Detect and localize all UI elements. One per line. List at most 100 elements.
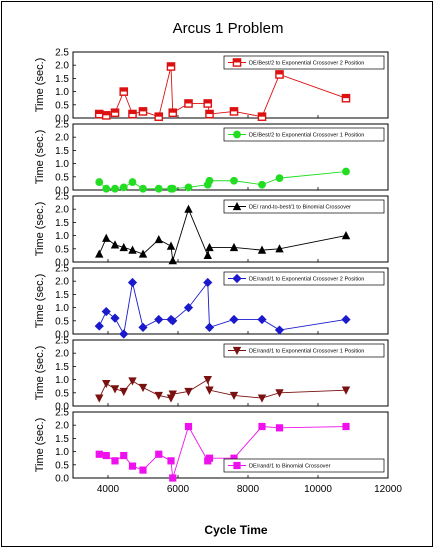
panel-1: 0.0 0.5 1.0 1.5 2.0 2.5 Time (sec.) DE/Best/2 t… [34, 48, 389, 125]
x-tick-label: 6000 [167, 484, 190, 495]
x-tick-label: 8000 [237, 484, 260, 495]
y-tick-label: 0.0 [55, 258, 69, 269]
legend-box [223, 343, 385, 358]
data-point-fill [120, 88, 128, 92]
y-tick-label: 0.5 [55, 244, 69, 255]
panel-2: 0.0 0.5 1.0 1.5 2.0 2.5 Time (sec.) DE/Best/2 t… [34, 120, 389, 197]
data-point [257, 314, 267, 325]
data-point [139, 184, 147, 193]
data-point [119, 387, 128, 397]
y-tick-label: 1.5 [55, 362, 69, 373]
y-tick-label: 1.0 [55, 159, 69, 170]
data-point [205, 242, 214, 252]
data-point [342, 167, 350, 176]
data-point [230, 454, 238, 462]
data-point [155, 450, 163, 458]
data-point-fill [169, 109, 177, 113]
y-tick-label: 2.0 [55, 205, 69, 216]
data-point [275, 174, 284, 183]
y-tick-label: 0.5 [55, 460, 69, 471]
data-point [139, 466, 147, 474]
y-tick-label: 2.5 [55, 48, 69, 59]
legend-marker-fill [233, 58, 241, 63]
y-tick-label: 2.5 [55, 192, 69, 203]
data-point [258, 422, 266, 431]
data-point [95, 178, 104, 186]
legend-box [223, 271, 385, 286]
data-point-fill [111, 109, 119, 113]
y-tick-label: 1.0 [55, 447, 69, 458]
data-point [110, 240, 120, 249]
data-point [341, 314, 351, 325]
series-line [98, 207, 347, 261]
data-point [128, 178, 137, 186]
legend-marker [232, 346, 242, 356]
data-point [110, 313, 120, 323]
data-point [94, 321, 104, 331]
x-tick-label: 12000 [374, 484, 402, 495]
data-point [119, 242, 128, 252]
y-axis-label: Time (sec.) [34, 202, 46, 257]
legend: DE/rand/1 to Binomial Crossover [223, 458, 385, 473]
legend-label: DE/Best/2 to Exponential Crossover 1 Pos… [249, 133, 364, 139]
y-axis-label: Time (sec.) [34, 58, 46, 113]
legend-marker [232, 273, 242, 284]
y-tick-label: 1.5 [55, 146, 69, 157]
data-point-fill [139, 107, 147, 112]
y-tick-label: 2.0 [55, 133, 69, 144]
data-point [102, 451, 110, 460]
y-tick-label: 1.5 [55, 218, 69, 229]
data-point [128, 462, 137, 470]
data-point [205, 454, 214, 462]
data-point [341, 231, 351, 240]
x-tick-label: 10000 [304, 484, 332, 495]
legend-box [223, 458, 385, 473]
panel-frame [72, 339, 389, 407]
legend-box [223, 199, 385, 214]
y-tick-label: 1.0 [55, 87, 69, 98]
data-point [183, 303, 194, 313]
data-point-fill [167, 62, 175, 67]
y-tick-label: 0.5 [55, 388, 69, 399]
y-axis-label: Time (sec.) [34, 346, 46, 401]
panel-frame [72, 51, 389, 119]
y-tick-label: 0.5 [55, 172, 69, 183]
data-point-fill [204, 99, 212, 104]
series-line [98, 281, 347, 336]
data-point [138, 249, 148, 258]
data-point [102, 184, 111, 193]
data-point [168, 184, 177, 193]
panel-frame [72, 411, 389, 479]
legend-label: DE/rand/1 to Exponential Crossover 2 Pos… [249, 277, 364, 283]
y-tick-label: 0.0 [55, 402, 69, 413]
y-tick-label: 0.5 [55, 100, 69, 111]
y-tick-label: 2.0 [55, 349, 69, 360]
legend: DE/ rand-to-best/1 to Binomial Crossover [223, 199, 385, 214]
y-tick-label: 2.5 [55, 408, 69, 419]
y-tick-label: 0.5 [55, 316, 69, 327]
y-tick-label: 2.5 [55, 264, 69, 275]
series-line [98, 171, 347, 190]
data-point-fill [155, 113, 163, 117]
data-point [274, 325, 285, 335]
data-point-fill [342, 94, 350, 99]
data-point [204, 322, 215, 332]
data-point-fill [230, 107, 238, 112]
data-point [95, 249, 104, 258]
data-point [101, 306, 111, 317]
data-point [128, 245, 137, 254]
data-point-fill [275, 70, 284, 75]
series-line [99, 425, 347, 479]
data-point [275, 424, 284, 432]
legend-label: DE/rand/1 to Binomial Crossover [249, 464, 331, 470]
data-point [184, 204, 193, 213]
data-point [166, 241, 176, 250]
data-point [275, 244, 284, 253]
data-point [102, 233, 111, 242]
data-point [205, 386, 214, 395]
y-axis-label: Time (sec.) [34, 418, 46, 473]
data-point-fill [95, 110, 103, 115]
series-line [98, 378, 347, 399]
data-point [342, 422, 350, 431]
